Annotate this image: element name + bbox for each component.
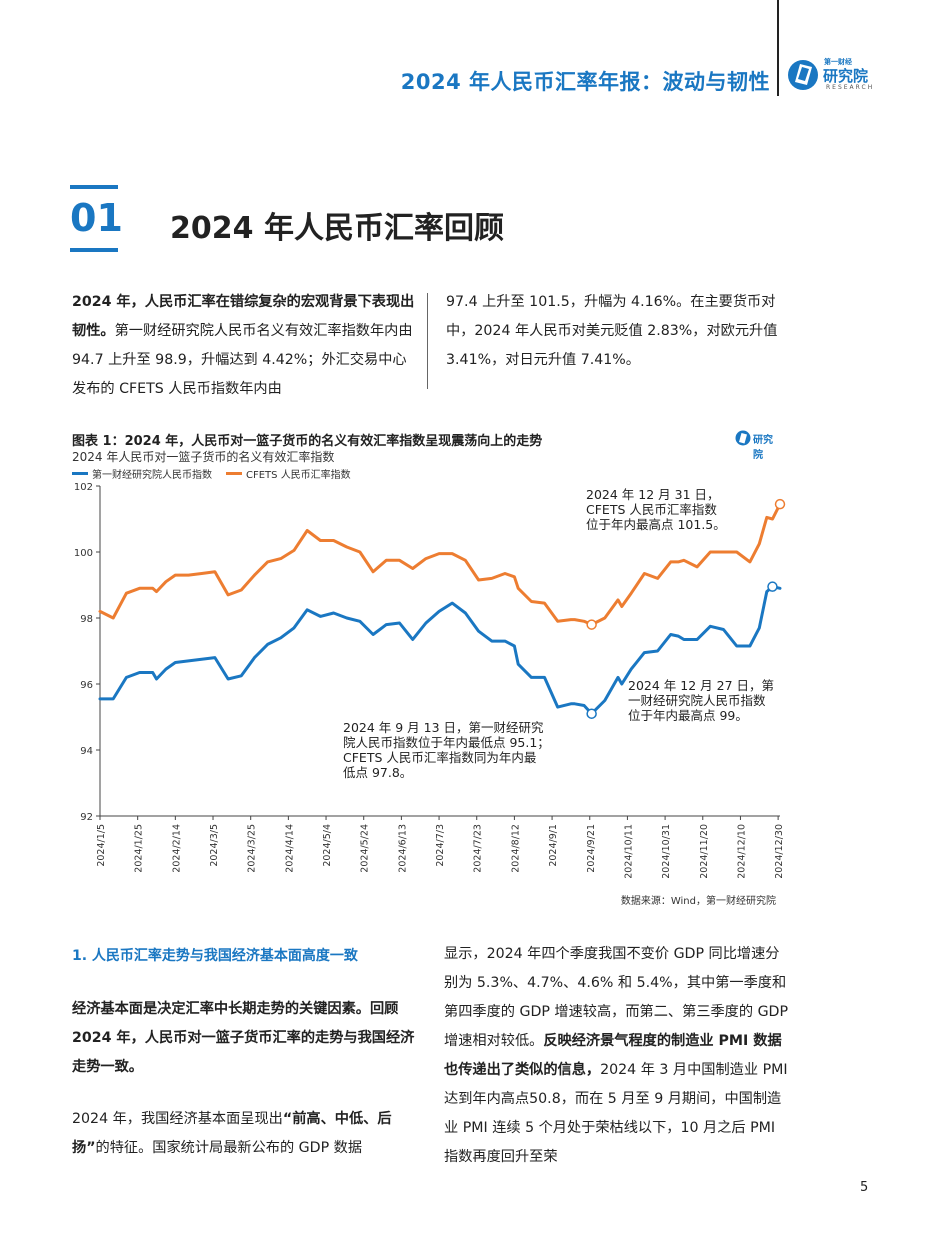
figure-logo-icon [735, 430, 751, 446]
y-tick-label: 98 [80, 614, 93, 625]
subsection-left-paragraph: 2024 年，我国经济基本面呈现出“前高、中低、后扬”的特征。国家统计局最新公布… [72, 1105, 417, 1163]
subsection-right-bold: 反映经济景气程度的制造业 PMI 数据也传递出了类似的信息， [444, 1033, 782, 1078]
subsection-left-text-b: 的特征。国家统计局最新公布的 GDP 数据 [95, 1140, 363, 1156]
x-tick-label: 2024/12/30 [774, 824, 785, 879]
column-divider [427, 293, 428, 389]
legend-label-yicai: 第一财经研究院人民币指数 [92, 470, 212, 481]
x-tick-label: 2024/5/24 [360, 824, 371, 873]
x-tick-label: 2024/9/21 [586, 824, 597, 873]
section-bottom-bar [70, 248, 118, 252]
figure-logo-text: 研究院 [753, 435, 773, 461]
subsection-right-paragraph: 显示，2024 年四个季度我国不变价 GDP 同比增速分别为 5.3%、4.7%… [444, 940, 789, 1172]
section-top-bar [70, 185, 118, 189]
section-number: 01 [70, 196, 123, 240]
x-tick-label: 2024/3/25 [247, 824, 258, 873]
extreme-point-marker [586, 708, 597, 719]
figure-title: 图表 1：2024 年，人民币对一篮子货币的名义有效汇率指数呈现震荡向上的走势 [72, 434, 543, 449]
section-title: 2024 年人民币汇率回顾 [170, 211, 504, 246]
extreme-point-marker [586, 619, 597, 630]
legend-label-cfets: CFETS 人民币汇率指数 [246, 470, 351, 481]
annotation-lows: 2024 年 9 月 13 日，第一财经研究 [343, 720, 544, 735]
annotation-cfets-high: 位于年内最高点 101.5。 [586, 517, 726, 532]
intro-right-paragraph: 97.4 上升至 101.5，升幅为 4.16%。在主要货币对中，2024 年人… [446, 294, 778, 368]
figure-source: 数据来源：Wind，第一财经研究院 [620, 896, 776, 907]
x-tick-label: 2024/4/14 [284, 824, 295, 873]
x-tick-label: 2024/2/14 [171, 824, 182, 873]
annotation-lows: 院人民币指数位于年内最低点 95.1； [343, 735, 550, 750]
series-line-yicai [98, 585, 782, 716]
x-tick-label: 2024/1/25 [134, 824, 145, 873]
x-tick-label: 2024/5/4 [322, 824, 333, 867]
annotation-lows: 低点 97.8。 [343, 765, 412, 780]
exchange-rate-chart: 92 94 96 98 100 102 2024/1/5 2024/1/25 2024/2/14… [60, 478, 790, 898]
annotation-cfets-high: 2024 年 12 月 31 日， [586, 487, 720, 502]
subsection-quote: “前高、中低、后扬” [72, 1111, 392, 1156]
x-tick-label: 2024/1/5 [96, 824, 107, 867]
intro-left-paragraph: 2024 年，人民币汇率在错综复杂的宏观背景下表现出韧性。第一财经研究院人民币名… [72, 288, 417, 404]
logo-mark-icon [788, 60, 818, 90]
legend-item-cfets: CFETS 人民币汇率指数 [226, 466, 351, 481]
report-title: 2024 年人民币汇率年报：波动与韧性 [400, 70, 770, 94]
subsection-heading: 1. 人民币汇率走势与我国经济基本面高度一致 [72, 948, 358, 964]
x-tick-label: 2024/8/12 [510, 824, 521, 873]
x-tick-label: 2024/11/20 [699, 824, 710, 879]
x-tick-label: 2024/7/23 [473, 824, 484, 873]
page-number: 5 [860, 1180, 869, 1195]
legend-swatch-orange [226, 472, 242, 475]
legend-item-yicai: 第一财经研究院人民币指数 [72, 466, 212, 481]
extreme-point-marker [767, 581, 778, 592]
annotation-yicai-high: 一财经研究院人民币指数 [628, 693, 766, 708]
x-tick-label: 2024/3/5 [209, 824, 220, 867]
y-tick-label: 102 [74, 482, 93, 493]
x-tick-label: 2024/9/1 [548, 824, 559, 867]
chart-svg: 92 94 96 98 100 102 2024/1/5 2024/1/25 2024/2/14… [74, 482, 786, 879]
y-tick-label: 96 [80, 680, 93, 691]
x-tick-label: 2024/6/13 [397, 824, 408, 873]
logo-sub-text: RESEARCH [826, 84, 875, 91]
y-tick-label: 94 [80, 746, 93, 757]
subsection-left-text-a: 2024 年，我国经济基本面呈现出 [72, 1111, 283, 1127]
annotation-yicai-high: 2024 年 12 月 27 日，第 [628, 678, 774, 693]
yicai-research-logo: 第一财经 研究院 RESEARCH [786, 52, 878, 98]
legend-swatch-blue [72, 472, 88, 475]
subsection-right-text-b: 2024 年 3 月中国制造业 PMI 达到年内高点50.8，而在 5 月至 9… [444, 1062, 788, 1165]
annotation-lows: CFETS 人民币汇率指数同为年内最 [343, 750, 537, 765]
annotation-yicai-high: 位于年内最高点 99。 [628, 708, 748, 723]
logo-small-text: 第一财经 [824, 58, 852, 66]
x-tick-label: 2024/10/31 [661, 824, 672, 879]
subsection-lead-bold: 经济基本面是决定汇率中长期走势的关键因素。回顾 2024 年，人民币对一篮子货币… [72, 1001, 415, 1075]
series-line-cfets [98, 502, 782, 627]
x-tick-label: 2024/12/10 [736, 824, 747, 879]
figure-subtitle: 2024 年人民币对一篮子货币的名义有效汇率指数 [72, 450, 335, 464]
subsection-lead-paragraph: 经济基本面是决定汇率中长期走势的关键因素。回顾 2024 年，人民币对一篮子货币… [72, 995, 417, 1082]
header-divider [777, 0, 779, 96]
intro-bold-lead: 2024 年，人民币汇率在错综复杂的宏观背景下表现出韧性。 [72, 294, 415, 339]
logo-main-text: 研究院 [823, 67, 869, 85]
x-tick-label: 2024/7/3 [435, 824, 446, 867]
annotation-cfets-high: CFETS 人民币汇率指数 [586, 502, 717, 517]
extreme-point-marker [774, 498, 786, 510]
y-tick-label: 100 [74, 548, 93, 559]
figure-logo: 研究院 [734, 428, 782, 461]
intro-left-text: 第一财经研究院人民币名义有效汇率指数年内由 94.7 上升至 98.9，升幅达到… [72, 323, 413, 397]
y-tick-label: 92 [80, 812, 93, 823]
chart-legend: 第一财经研究院人民币指数 CFETS 人民币汇率指数 [72, 466, 365, 481]
subsection-right-text-a: 显示，2024 年四个季度我国不变价 GDP 同比增速分别为 5.3%、4.7%… [444, 946, 789, 1049]
x-tick-label: 2024/10/11 [623, 824, 634, 879]
